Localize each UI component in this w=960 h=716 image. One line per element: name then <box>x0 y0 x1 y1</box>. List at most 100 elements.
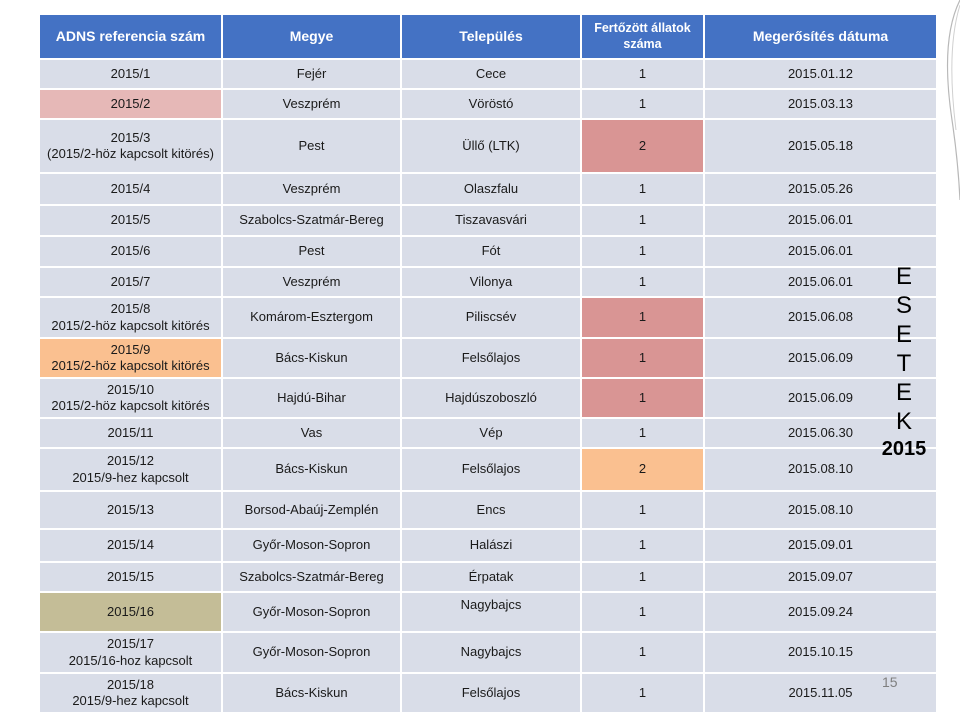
cell-szam: 1 <box>580 591 705 633</box>
cell-ref: 2015/15 <box>38 561 223 593</box>
cell-telepules: Nagybajcs <box>400 591 582 633</box>
cell-szam: 1 <box>580 58 705 90</box>
cell-telepules: Fót <box>400 235 582 268</box>
cell-ref-line2: 2015/9-hez kapcsolt <box>72 693 189 708</box>
header-szam-line2: száma <box>623 36 662 51</box>
cell-szam: 1 <box>580 266 705 298</box>
header-datum: Megerősítés dátuma <box>703 13 938 60</box>
cell-telepules: Hajdúszoboszló <box>400 377 582 419</box>
table-row: 2015/2 Veszprém Vöröstó 1 2015.03.13 <box>38 88 938 120</box>
cell-ref: 2015/5 <box>38 204 223 237</box>
cell-datum: 2015.11.05 <box>703 672 938 714</box>
page-number: 15 <box>882 674 898 690</box>
cell-ref-line1: 2015/17 <box>107 636 154 652</box>
cell-ref-line2: 2015/2-höz kapcsolt kitörés <box>51 358 210 373</box>
cell-szam: 2 <box>580 447 705 492</box>
cell-szam: 1 <box>580 377 705 419</box>
cell-ref-line2: 2015/2-höz kapcsolt kitörés <box>51 398 210 413</box>
cell-szam: 1 <box>580 337 705 379</box>
side-letter: E <box>895 321 912 348</box>
cell-telepules: Encs <box>400 490 582 530</box>
cell-megye: Bács-Kiskun <box>221 337 402 379</box>
cell-datum: 2015.08.10 <box>703 490 938 530</box>
cell-telepules: Vép <box>400 417 582 449</box>
cell-ref: 2015/3 (2015/2-höz kapcsolt kitörés) <box>38 118 223 174</box>
cell-szam: 1 <box>580 172 705 206</box>
cell-telepules: Felsőlajos <box>400 337 582 379</box>
cell-megye: Bács-Kiskun <box>221 447 402 492</box>
cell-ref: 2015/2 <box>38 88 223 120</box>
table-row: 2015/14 Győr-Moson-Sopron Halászi 1 2015… <box>38 528 938 563</box>
cell-ref-line1: 2015/18 <box>107 676 154 692</box>
cell-telepules: Piliscsév <box>400 296 582 339</box>
cell-ref-line1: 2015/8 <box>110 301 151 317</box>
header-szam-line1: Fertőzött állatok <box>594 20 691 35</box>
cell-szam: 1 <box>580 204 705 237</box>
cell-datum: 2015.09.07 <box>703 561 938 593</box>
cell-ref-line2: 2015/2-höz kapcsolt kitörés <box>51 317 210 333</box>
cell-ref: 2015/4 <box>38 172 223 206</box>
cell-szam: 1 <box>580 490 705 530</box>
header-telepules: Település <box>400 13 582 60</box>
cell-datum: 2015.03.13 <box>703 88 938 120</box>
side-letter: T <box>896 350 912 377</box>
cell-telepules: Érpatak <box>400 561 582 593</box>
side-letter: E <box>895 263 912 290</box>
cell-szam: 1 <box>580 88 705 120</box>
table-row: 2015/15 Szabolcs-Szatmár-Bereg Érpatak 1… <box>38 561 938 593</box>
cell-megye: Fejér <box>221 58 402 90</box>
cell-ref-line2: 2015/16-hoz kapcsolt <box>68 652 193 668</box>
header-szam: Fertőzött állatok száma <box>580 13 705 60</box>
cell-megye: Veszprém <box>221 266 402 298</box>
side-letter: S <box>895 292 912 319</box>
cell-szam: 1 <box>580 672 705 714</box>
cell-ref: 2015/13 <box>38 490 223 530</box>
cell-telepules: Olaszfalu <box>400 172 582 206</box>
cell-megye: Győr-Moson-Sopron <box>221 591 402 633</box>
side-year: 2015 <box>881 438 927 460</box>
cell-ref: 2015/7 <box>38 266 223 298</box>
side-letter: K <box>895 408 912 435</box>
cell-datum: 2015.10.15 <box>703 631 938 674</box>
cell-megye: Győr-Moson-Sopron <box>221 528 402 563</box>
table-row: 2015/7 Veszprém Vilonya 1 2015.06.01 <box>38 266 938 298</box>
cell-ref: 2015/16 <box>38 591 223 633</box>
cell-ref: 2015/9 2015/2-höz kapcsolt kitörés <box>38 337 223 379</box>
cell-telepules: Vöröstó <box>400 88 582 120</box>
cell-datum: 2015.01.12 <box>703 58 938 90</box>
cell-megye: Vas <box>221 417 402 449</box>
cell-datum: 2015.06.09 <box>703 377 938 419</box>
table-row: 2015/5 Szabolcs-Szatmár-Bereg Tiszavasvá… <box>38 204 938 237</box>
cell-ref-line1: 2015/12 <box>107 453 154 469</box>
cell-ref-line2: (2015/2-höz kapcsolt kitörés) <box>47 146 214 161</box>
table-row: 2015/3 (2015/2-höz kapcsolt kitörés) Pes… <box>38 118 938 174</box>
table-row: 2015/11 Vas Vép 1 2015.06.30 <box>38 417 938 449</box>
cell-telepules: Cece <box>400 58 582 90</box>
cell-datum: 2015.05.18 <box>703 118 938 174</box>
cell-datum: 2015.06.01 <box>703 204 938 237</box>
cell-megye: Veszprém <box>221 88 402 120</box>
cell-telepules: Nagybajcs <box>400 631 582 674</box>
cell-telepules: Tiszavasvári <box>400 204 582 237</box>
cell-ref: 2015/1 <box>38 58 223 90</box>
cell-datum: 2015.05.26 <box>703 172 938 206</box>
table-row: 2015/17 2015/16-hoz kapcsolt Győr-Moson-… <box>38 631 938 674</box>
header-megye: Megye <box>221 13 402 60</box>
cell-ref: 2015/14 <box>38 528 223 563</box>
cell-ref: 2015/17 2015/16-hoz kapcsolt <box>38 631 223 674</box>
cell-megye: Pest <box>221 235 402 268</box>
cell-datum: 2015.06.08 <box>703 296 938 339</box>
table-row: 2015/16 Győr-Moson-Sopron Nagybajcs 1 20… <box>38 591 938 633</box>
cell-ref: 2015/10 2015/2-höz kapcsolt kitörés <box>38 377 223 419</box>
cell-ref: 2015/8 2015/2-höz kapcsolt kitörés <box>38 296 223 339</box>
cell-ref: 2015/18 2015/9-hez kapcsolt <box>38 672 223 714</box>
cell-datum: 2015.06.30 <box>703 417 938 449</box>
table-row: 2015/6 Pest Fót 1 2015.06.01 <box>38 235 938 268</box>
cell-ref: 2015/6 <box>38 235 223 268</box>
cell-szam: 1 <box>580 417 705 449</box>
cell-megye: Szabolcs-Szatmár-Bereg <box>221 561 402 593</box>
cell-datum: 2015.06.09 <box>703 337 938 379</box>
table-row: 2015/12 2015/9-hez kapcsolt Bács-Kiskun … <box>38 447 938 492</box>
cell-megye: Pest <box>221 118 402 174</box>
cell-datum: 2015.08.10 <box>703 447 938 492</box>
